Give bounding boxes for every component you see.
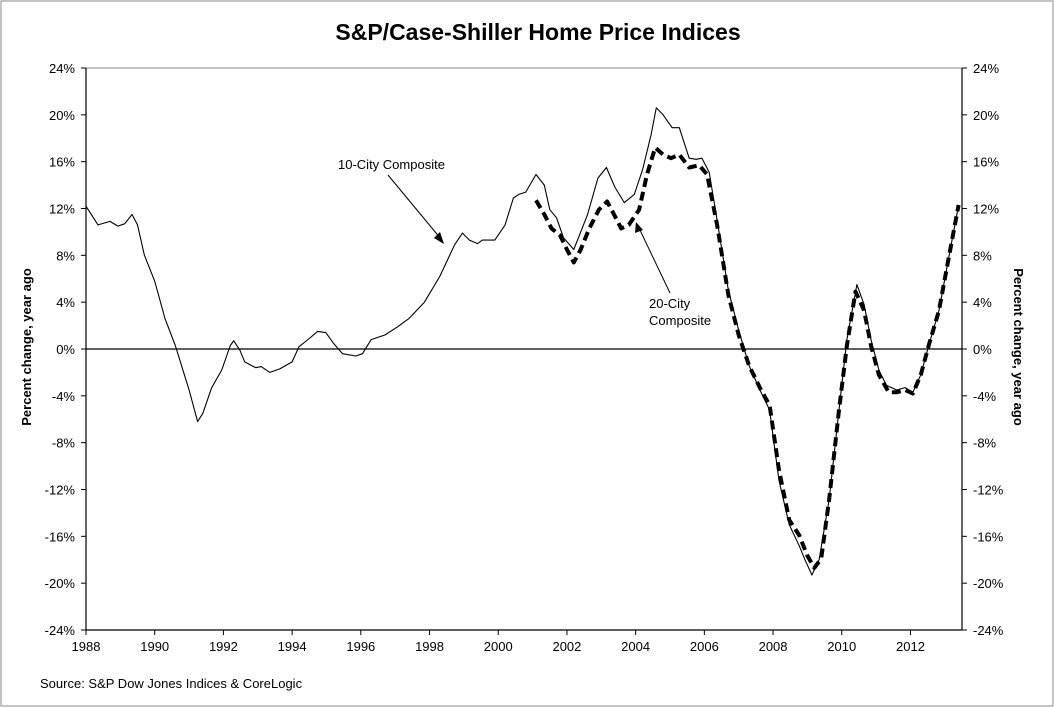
x-tick-label: 2010 [827,639,856,654]
y-tick-label-left: -12% [45,483,76,498]
y-tick-label-right: -20% [973,576,1004,591]
x-tick-label: 1990 [140,639,169,654]
y-tick-label-left: -24% [45,623,76,638]
x-tick-label: 1988 [72,639,101,654]
arrowhead-icon [635,222,643,233]
annotation-20-city-arrow [638,227,671,294]
y-tick-label-left: -4% [52,389,76,404]
y-tick-label-left: 24% [49,61,75,76]
y-tick-label-right: 4% [973,295,992,310]
series-20-city-line [534,145,961,570]
x-tick-label: 2002 [552,639,581,654]
x-tick-label: 2000 [484,639,513,654]
y-tick-label-right: 24% [973,61,999,76]
y-tick-label-right: -12% [973,483,1004,498]
y-tick-label-right: -4% [973,389,997,404]
y-tick-label-left: 0% [56,342,75,357]
x-tick-label: 2008 [759,639,788,654]
y-tick-label-right: 8% [973,248,992,263]
x-tick-label: 1998 [415,639,444,654]
x-tick-label: 1996 [346,639,375,654]
y-tick-label-left: -16% [45,529,76,544]
y-axis-label-left: Percent change, year ago [19,268,34,426]
annotation-20-city-line1: 20-City [649,296,691,311]
x-tick-label: 2006 [690,639,719,654]
y-tick-label-right: 0% [973,342,992,357]
y-tick-label-right: -8% [973,436,997,451]
arrowhead-icon [434,232,444,244]
chart-title: S&P/Case-Shiller Home Price Indices [335,19,740,45]
y-tick-label-right: 12% [973,202,999,217]
y-tick-label-right: 20% [973,108,999,123]
annotation-10-city-arrow [387,174,442,240]
y-tick-label-left: -8% [52,436,76,451]
y-tick-label-left: 12% [49,202,75,217]
y-tick-label-left: 4% [56,295,75,310]
x-tick-label: 2004 [621,639,650,654]
y-tick-label-left: 20% [49,108,75,123]
x-tick-label: 2012 [896,639,925,654]
annotation-20-city-line2: Composite [649,313,711,328]
y-tick-label-right: -24% [973,623,1004,638]
y-tick-label-left: 16% [49,155,75,170]
y-axis-label-right: Percent change, year ago [1011,268,1026,426]
y-tick-label-right: 16% [973,155,999,170]
x-tick-label: 1992 [209,639,238,654]
y-tick-label-right: -16% [973,529,1004,544]
x-tick-label: 1994 [278,639,307,654]
annotation-10-city: 10-City Composite [338,157,445,172]
y-tick-label-left: 8% [56,248,75,263]
source-note: Source: S&P Dow Jones Indices & CoreLogi… [40,676,303,691]
y-tick-label-left: -20% [45,576,76,591]
